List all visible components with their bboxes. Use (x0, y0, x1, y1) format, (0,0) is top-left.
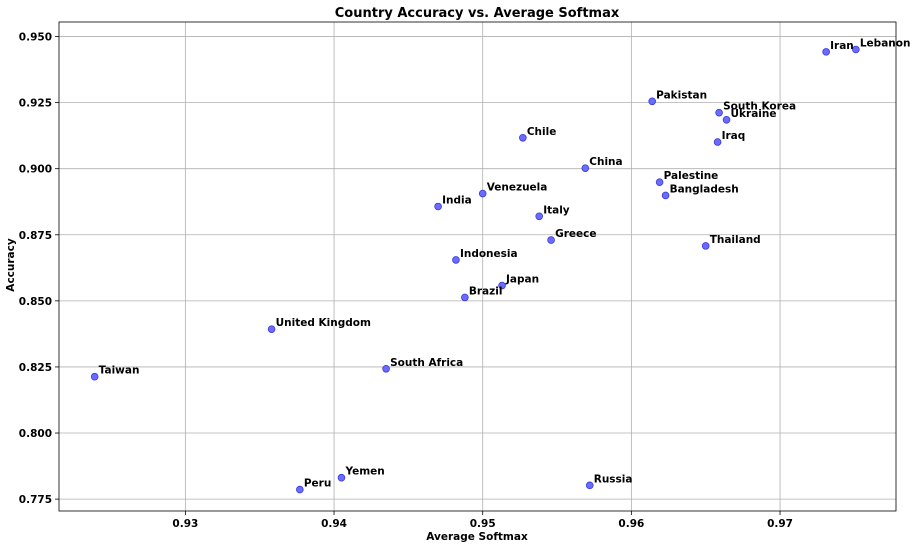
data-label: Indonesia (460, 248, 518, 260)
data-point (648, 97, 656, 106)
data-point (382, 364, 390, 373)
data-point (478, 189, 487, 198)
data-label: South Korea (723, 101, 796, 113)
data-label: Taiwan (99, 365, 140, 377)
data-label: Iraq (722, 130, 746, 142)
x-tick-label: 0.94 (321, 518, 347, 530)
data-point (715, 108, 723, 117)
y-tick-label: 0.900 (19, 164, 52, 176)
x-tick-label: 0.93 (172, 518, 198, 530)
data-label: Bangladesh (670, 183, 739, 195)
data-point (661, 191, 670, 200)
data-point (519, 133, 527, 142)
y-tick-label: 0.775 (19, 494, 52, 506)
data-point (434, 202, 442, 211)
data-label: Japan (505, 274, 539, 286)
data-point (498, 281, 506, 290)
data-label: Thailand (710, 234, 761, 246)
y-tick-label: 0.925 (19, 98, 52, 110)
data-label: China (589, 156, 622, 168)
data-point (655, 178, 664, 186)
data-point (722, 116, 731, 124)
data-label: Venezuela (487, 182, 548, 194)
data-label: Lebanon (860, 37, 911, 49)
data-point (547, 236, 555, 244)
data-label: India (442, 194, 472, 206)
data-label: United Kingdom (276, 317, 371, 329)
data-label: South Africa (390, 357, 463, 369)
data-point (822, 48, 830, 56)
data-label: Russia (594, 473, 633, 485)
data-point (701, 242, 710, 250)
data-label: Yemen (344, 466, 384, 478)
x-tick-label: 0.95 (470, 518, 496, 530)
plot-frame (58, 21, 897, 512)
y-axis-label: Accuracy (5, 238, 17, 292)
y-tick-label: 0.800 (19, 428, 52, 440)
data-label: Brazil (469, 285, 503, 297)
y-tick-label: 0.825 (19, 362, 52, 374)
data-point (535, 212, 543, 221)
data-point (713, 138, 722, 146)
data-label: Chile (527, 126, 557, 138)
data-point (337, 473, 346, 482)
data-point (90, 372, 99, 381)
data-label: Greece (555, 228, 596, 240)
data-point (461, 293, 469, 302)
y-tick-label: 0.875 (19, 230, 52, 242)
x-axis-label: Average Softmax (426, 531, 528, 543)
axis-layer: 0.93 0.94 0.95 0.96 0.97 0.775 0.800 0.825 0.850… (19, 32, 793, 530)
y-tick-label: 0.950 (19, 32, 52, 44)
grid-layer (59, 22, 896, 511)
y-tick-label: 0.850 (19, 296, 52, 308)
data-label: Pakistan (656, 89, 707, 101)
x-tick-label: 0.97 (767, 518, 793, 530)
data-point (452, 256, 460, 264)
data-label: Palestine (664, 170, 719, 182)
data-point (585, 481, 594, 490)
data-point (852, 45, 860, 54)
chart-title: Country Accuracy vs. Average Softmax (335, 6, 620, 21)
x-tick-label: 0.96 (618, 518, 644, 530)
data-label: Ukraine (731, 108, 777, 120)
data-point (581, 164, 590, 172)
points-layer (90, 45, 860, 494)
data-label: Iran (830, 40, 854, 52)
data-point (296, 485, 304, 494)
data-point (267, 325, 276, 333)
data-label: Italy (543, 204, 570, 216)
data-label: Peru (304, 478, 331, 490)
